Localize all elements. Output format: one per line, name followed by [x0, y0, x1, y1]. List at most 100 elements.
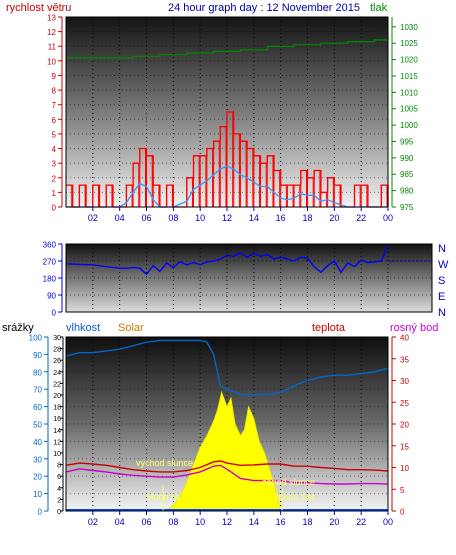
wind-axis-tick-label: 5	[52, 130, 57, 139]
precip-axis-tick-label: 14	[53, 428, 61, 435]
temperature-axis-tick-label: 35	[400, 355, 409, 364]
time-axis-tick-label: 08	[168, 213, 178, 223]
wind-axis-tick-label: 12	[47, 28, 56, 37]
pressure-axis-tick-label: 995	[400, 137, 414, 146]
direction-degree-axis: 0 90 180 270 360	[43, 241, 63, 318]
wind-axis-tick-label: 6	[52, 116, 57, 125]
compass-label: E	[438, 291, 445, 303]
panel-2-series	[65, 245, 432, 276]
compass-label: S	[438, 275, 445, 287]
humidity-axis-tick-label: 40	[33, 438, 42, 447]
precip-axis-tick-label: 6	[57, 474, 61, 481]
humidity-axis-tick-label: 80	[33, 368, 42, 377]
humidity-axis-tick-label: 0	[38, 508, 43, 517]
humidity-line	[65, 339, 389, 396]
time-axis-tick-label: 00	[383, 213, 393, 223]
pressure-line	[66, 36, 389, 59]
pressure-axis-tick-label: 1000	[400, 121, 418, 130]
time-axis-tick-label: 10	[195, 517, 205, 527]
time-axis-tick-label: 18	[302, 517, 312, 527]
sunset-annotation: západ slunce	[262, 477, 315, 487]
time-axis-tick-label: 06	[141, 517, 151, 527]
time-axis-tick-label: 12	[222, 517, 232, 527]
compass-label: N	[438, 243, 446, 255]
wind-axis-tick-label: 10	[47, 57, 56, 66]
temperature-axis-tick-label: 5	[400, 486, 405, 495]
wind-axis-tick-label: 0	[52, 204, 57, 213]
panel-2-frame	[65, 243, 433, 313]
time-axis-tick-label: 12	[222, 213, 232, 223]
temperature-axis-tick-label: 10	[400, 464, 409, 473]
wind-axis-tick-label: 9	[52, 72, 57, 81]
wind-axis-tick-label: 8	[52, 87, 57, 96]
precip-axis-tick-label: 30	[53, 335, 61, 342]
wind-axis-tick-label: 13	[47, 14, 56, 23]
humidity-axis-tick-label: 10	[33, 490, 42, 499]
temperature-line	[65, 460, 389, 473]
wind-direction-line	[65, 245, 389, 276]
moonset-annotation: Moon Set	[276, 492, 315, 502]
sunrise-annotation: východ slunce	[136, 458, 193, 468]
wind-axis-tick-label: 7	[52, 101, 57, 110]
moonrise-annotation: Moon Ri	[146, 492, 180, 502]
precip-label: srážky	[2, 322, 34, 334]
precip-axis-tick-label: 26	[53, 358, 61, 365]
precip-axis-tick-label: 4	[57, 486, 61, 493]
time-axis-tick-label: 14	[249, 213, 259, 223]
solar-radiation-area	[165, 390, 282, 512]
pressure-axis: 975 980 985 990 995 1000 1005 1010 1015 1020 1025 1…	[391, 17, 418, 212]
pressure-axis-tick-label: 1030	[400, 23, 418, 32]
panel-1-time-axis: 02 04 06 08 10 12 14 16 18 20 22 00	[88, 207, 393, 223]
solar-area	[165, 390, 282, 512]
pressure-axis-tick-label: 990	[400, 154, 414, 163]
wind-axis-tick-label: 4	[52, 145, 57, 154]
temperature-axis-tick-label: 30	[400, 377, 409, 386]
pressure-axis-tick-label: 975	[400, 203, 414, 212]
time-axis-tick-label: 18	[302, 213, 312, 223]
pressure-label: tlak	[370, 2, 388, 14]
humidity-label: vlhkost	[66, 322, 100, 334]
pressure-axis-tick-label: 1020	[400, 56, 418, 65]
time-axis-tick-label: 14	[249, 517, 259, 527]
time-axis-tick-label: 16	[276, 213, 286, 223]
temperature-axis-tick-label: 0	[400, 508, 405, 517]
precip-axis-tick-label: 22	[53, 381, 61, 388]
precip-axis-tick-label: 8	[57, 463, 61, 470]
time-axis-tick-label: 04	[115, 213, 125, 223]
humidity-axis-tick-label: 50	[33, 421, 42, 430]
solar-label: Solar	[118, 322, 144, 334]
precip-axis-tick-label: 20	[53, 393, 61, 400]
precip-axis-tick-label: 0	[57, 509, 61, 516]
time-axis-tick-label: 20	[329, 517, 339, 527]
temperature-label: teplota	[312, 322, 346, 334]
time-axis-tick-label: 22	[356, 213, 366, 223]
humidity-axis: 0 10 20 30 40 50 60 70 80 90 100	[29, 334, 49, 517]
precip-axis-tick-label: 10	[53, 451, 61, 458]
wind-speed-label: rychlost větru	[6, 2, 71, 14]
temperature-axis-tick-label: 15	[400, 442, 409, 451]
wind-axis-tick-label: 11	[48, 43, 57, 52]
time-axis-tick-label: 02	[88, 517, 98, 527]
dewpoint-line	[65, 464, 389, 485]
panel-3-series	[65, 339, 389, 511]
pressure-axis-tick-label: 1025	[400, 39, 418, 48]
direction-axis-tick-label: 180	[43, 275, 57, 284]
humidity-axis-tick-label: 70	[33, 386, 42, 395]
time-axis-tick-label: 16	[276, 517, 286, 527]
time-axis-tick-label: 06	[141, 213, 151, 223]
time-axis-tick-label: 04	[115, 517, 125, 527]
humidity-temperature-panel: východ slunce západ slunce Moon Ri Moon …	[29, 334, 410, 528]
compass-label: N	[438, 307, 446, 319]
panel-2-background	[66, 244, 432, 312]
precip-axis-tick-label: 24	[53, 370, 61, 377]
panel-3-time-axis: 02 04 06 08 10 12 14 16 18 20 22 00	[88, 511, 393, 527]
wind-axis-tick-label: 3	[52, 160, 57, 169]
humidity-axis-tick-label: 90	[33, 351, 42, 360]
time-axis-tick-label: 22	[356, 517, 366, 527]
